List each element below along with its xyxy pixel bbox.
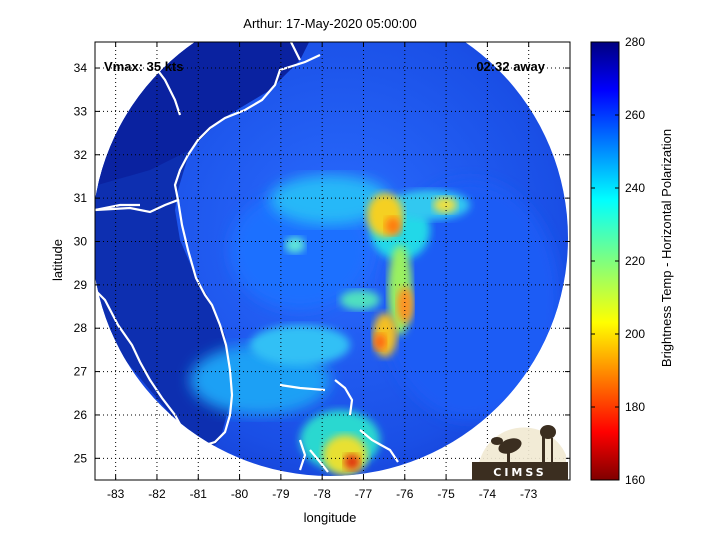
time-away-annotation: 02:32 away: [476, 59, 545, 74]
colorbar-tick-label: 160: [625, 473, 645, 487]
y-tick-label: 32: [74, 148, 88, 162]
x-axis-label: longitude: [304, 510, 357, 525]
y-tick-label: 26: [74, 408, 88, 422]
y-tick-label: 34: [74, 61, 88, 75]
colorbar-ticks: 280 260 240 220 200 180 160: [591, 35, 645, 487]
y-tick-label: 33: [74, 104, 88, 118]
y-axis-label: latitude: [50, 239, 65, 281]
x-tick-label: -81: [190, 487, 208, 501]
colorbar-tick-label: 260: [625, 108, 645, 122]
x-tick-label: -74: [479, 487, 497, 501]
colorbar-tick-label: 180: [625, 400, 645, 414]
y-tick-label: 25: [74, 451, 88, 465]
x-axis-ticks: -83 -82 -81 -80 -79 -78 -77 -76 -75 -74 -73: [107, 42, 538, 501]
y-tick-label: 31: [74, 191, 88, 205]
x-tick-label: -83: [107, 487, 125, 501]
y-tick-label: 28: [74, 321, 88, 335]
x-tick-label: -73: [520, 487, 538, 501]
y-axis-ticks: 25 26 27 28 29 30 31 32 33 34: [74, 61, 570, 465]
x-tick-label: -78: [314, 487, 332, 501]
colorbar-tick-label: 240: [625, 181, 645, 195]
x-tick-label: -76: [396, 487, 414, 501]
x-tick-label: -82: [148, 487, 166, 501]
axes-box: [94, 41, 571, 481]
colorbar-label: Brightness Temp - Horizontal Polarizatio…: [659, 129, 674, 367]
x-tick-label: -79: [272, 487, 290, 501]
colorbar-tick-label: 220: [625, 254, 645, 268]
x-tick-label: -75: [437, 487, 455, 501]
vmax-annotation: Vmax: 35 kts: [104, 59, 184, 74]
y-tick-label: 29: [74, 278, 88, 292]
cimss-logo: CIMSS: [472, 425, 568, 480]
y-tick-label: 30: [74, 234, 88, 248]
x-tick-label: -77: [355, 487, 373, 501]
y-tick-label: 27: [74, 365, 88, 379]
plot-title: Arthur: 17-May-2020 05:00:00: [243, 16, 416, 31]
brightness-temperature-swath: [95, 42, 568, 476]
colorbar-tick-label: 280: [625, 35, 645, 49]
coastline: [95, 42, 399, 473]
colorbar: [590, 41, 620, 481]
x-tick-label: -80: [231, 487, 249, 501]
colorbar-tick-label: 200: [625, 327, 645, 341]
cimss-logo-text: CIMSS: [493, 466, 546, 479]
